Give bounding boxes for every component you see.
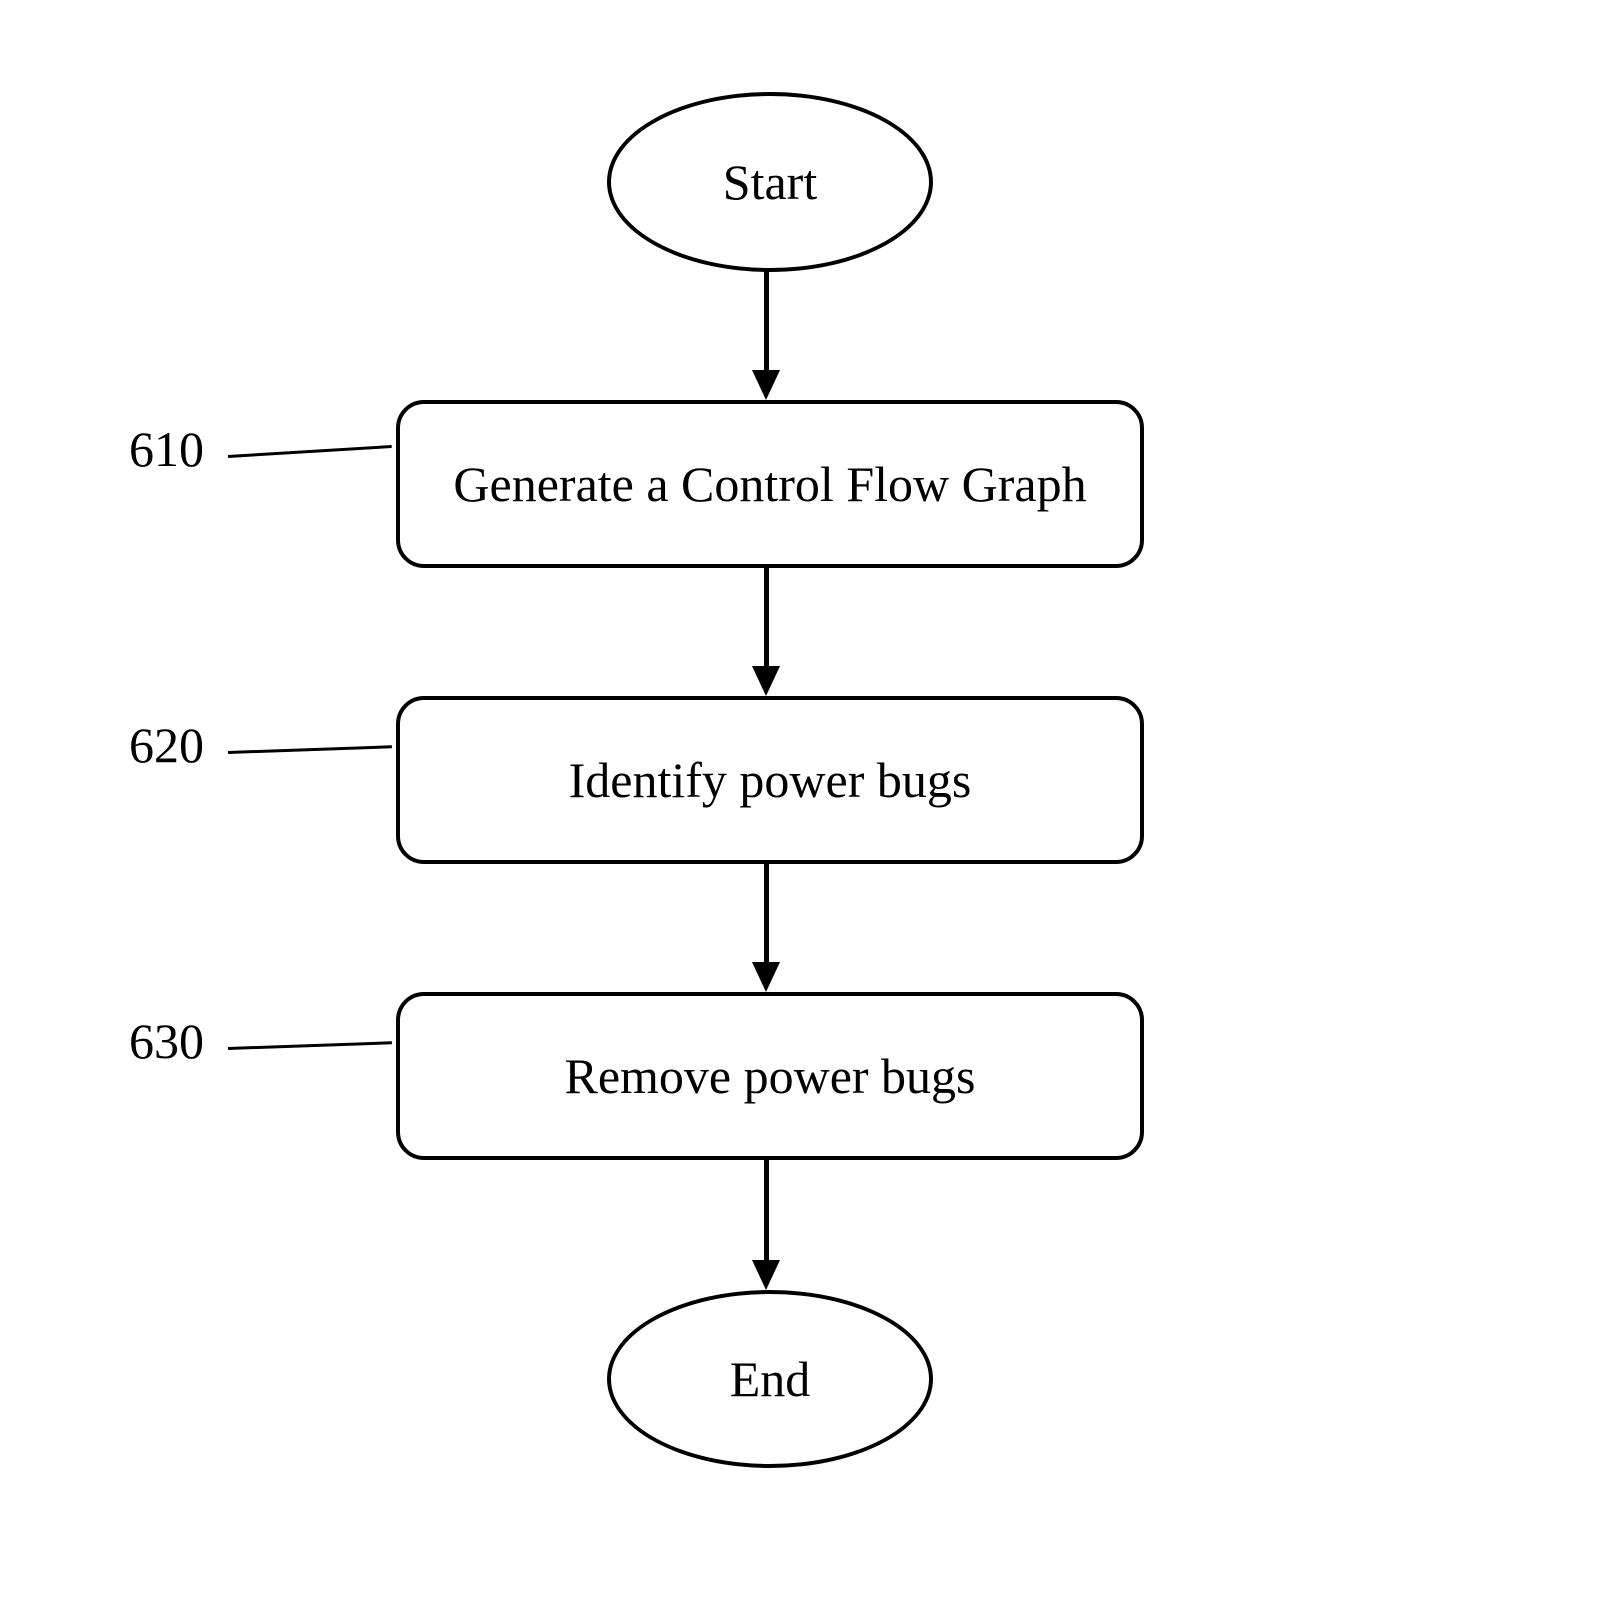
arrow-head-start-step1 bbox=[752, 370, 780, 400]
step3-node: Remove power bugs bbox=[396, 992, 1144, 1160]
step1-label: Generate a Control Flow Graph bbox=[453, 455, 1086, 513]
end-label: End bbox=[730, 1350, 811, 1408]
flowchart-canvas: Start Generate a Control Flow Graph Iden… bbox=[0, 0, 1602, 1609]
start-label: Start bbox=[723, 153, 817, 211]
ref-label-610: 610 bbox=[129, 420, 204, 478]
arrow-head-step2-step3 bbox=[752, 962, 780, 992]
ref-label-630: 630 bbox=[129, 1012, 204, 1070]
step2-label: Identify power bugs bbox=[569, 751, 972, 809]
step2-node: Identify power bugs bbox=[396, 696, 1144, 864]
step1-node: Generate a Control Flow Graph bbox=[396, 400, 1144, 568]
start-node: Start bbox=[607, 92, 933, 272]
end-node: End bbox=[607, 1290, 933, 1468]
arrow-step2-step3 bbox=[764, 860, 769, 964]
arrow-step3-end bbox=[764, 1156, 769, 1262]
ref-label-620: 620 bbox=[129, 716, 204, 774]
ref-line-610 bbox=[228, 445, 392, 458]
arrow-head-step3-end bbox=[752, 1260, 780, 1290]
arrow-head-step1-step2 bbox=[752, 666, 780, 696]
ref-line-630 bbox=[228, 1041, 392, 1050]
arrow-start-step1 bbox=[764, 268, 769, 372]
arrow-step1-step2 bbox=[764, 564, 769, 668]
step3-label: Remove power bugs bbox=[564, 1047, 975, 1105]
ref-line-620 bbox=[228, 745, 392, 754]
